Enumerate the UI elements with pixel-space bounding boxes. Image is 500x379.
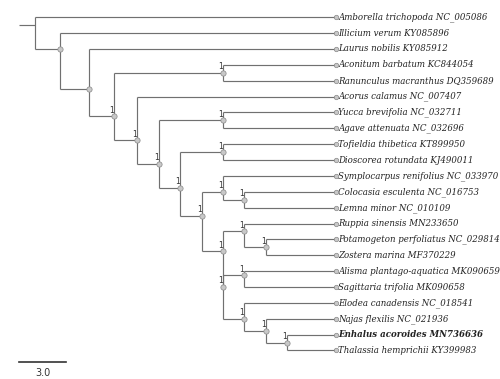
Text: Colocasia esculenta NC_016753: Colocasia esculenta NC_016753 [338,187,480,197]
Text: 1: 1 [261,320,266,329]
Text: Alisma plantago-aquatica MK090659: Alisma plantago-aquatica MK090659 [338,267,500,276]
Text: 3.0: 3.0 [35,368,50,378]
Text: Yucca brevifolia NC_032711: Yucca brevifolia NC_032711 [338,108,462,117]
Text: Potamogeton perfoliatus NC_029814: Potamogeton perfoliatus NC_029814 [338,235,500,244]
Text: Zostera marina MF370229: Zostera marina MF370229 [338,251,456,260]
Text: 1: 1 [218,181,223,190]
Text: Enhalus acoroides MN736636: Enhalus acoroides MN736636 [338,330,484,339]
Text: Dioscorea rotundata KJ490011: Dioscorea rotundata KJ490011 [338,155,474,164]
Text: 1: 1 [240,265,244,274]
Text: 1: 1 [218,62,223,71]
Text: Tofieldia thibetica KT899950: Tofieldia thibetica KT899950 [338,140,466,149]
Text: 1: 1 [240,308,244,317]
Text: 1: 1 [154,153,158,163]
Text: 1: 1 [240,221,244,230]
Text: Aconitum barbatum KC844054: Aconitum barbatum KC844054 [338,60,474,69]
Text: Najas flexilis NC_021936: Najas flexilis NC_021936 [338,314,449,324]
Text: 1: 1 [218,241,223,250]
Text: 1: 1 [132,130,137,139]
Text: Laurus nobilis KY085912: Laurus nobilis KY085912 [338,44,448,53]
Text: Symplocarpus renifolius NC_033970: Symplocarpus renifolius NC_033970 [338,171,498,181]
Text: 1: 1 [176,177,180,186]
Text: 1: 1 [218,110,223,119]
Text: 1: 1 [218,141,223,150]
Text: 1: 1 [109,106,114,115]
Text: 1: 1 [218,276,223,285]
Text: Sagittaria trifolia MK090658: Sagittaria trifolia MK090658 [338,282,465,291]
Text: Thalassia hemprichii KY399983: Thalassia hemprichii KY399983 [338,346,477,355]
Text: Agave attenuata NC_032696: Agave attenuata NC_032696 [338,124,464,133]
Text: Ranunculus macranthus DQ359689: Ranunculus macranthus DQ359689 [338,76,494,85]
Text: Acorus calamus NC_007407: Acorus calamus NC_007407 [338,92,462,102]
Text: Ruppia sinensis MN233650: Ruppia sinensis MN233650 [338,219,459,228]
Text: 1: 1 [197,205,202,214]
Text: Illicium verum KY085896: Illicium verum KY085896 [338,29,450,38]
Text: Lemna minor NC_010109: Lemna minor NC_010109 [338,203,451,213]
Text: 1: 1 [282,332,288,341]
Text: 1: 1 [240,189,244,198]
Text: 1: 1 [261,237,266,246]
Text: Amborella trichopoda NC_005086: Amborella trichopoda NC_005086 [338,13,488,22]
Text: Elodea canadensis NC_018541: Elodea canadensis NC_018541 [338,298,473,308]
